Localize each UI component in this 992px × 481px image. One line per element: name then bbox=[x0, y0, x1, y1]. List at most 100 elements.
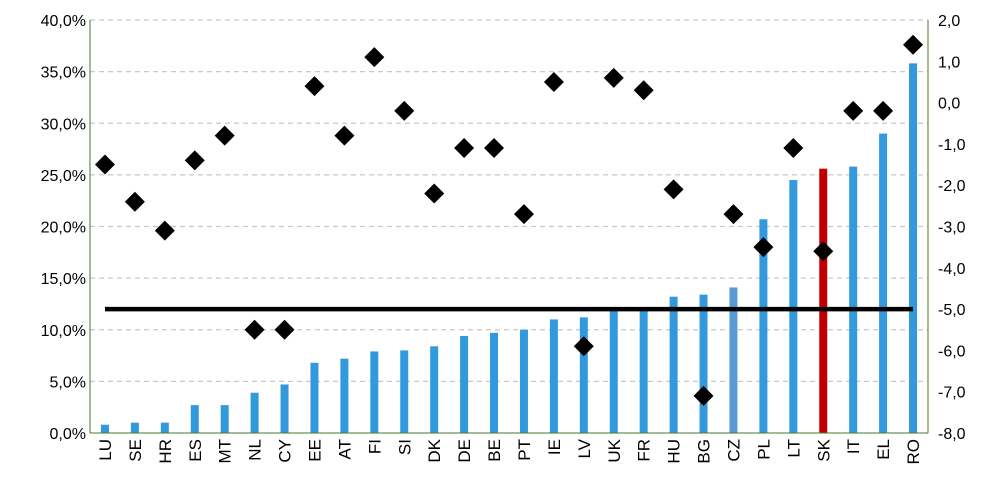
bar-se bbox=[130, 422, 139, 433]
category-label-uk: UK bbox=[605, 438, 624, 462]
category-label-se: SE bbox=[126, 439, 145, 462]
left-tick-label: 10,0% bbox=[41, 323, 86, 340]
marker-se bbox=[124, 191, 145, 212]
bar-dk bbox=[430, 346, 439, 433]
bar-lu bbox=[100, 424, 109, 433]
bar-lt bbox=[789, 180, 798, 433]
scatter-series bbox=[94, 34, 924, 406]
bar-pt bbox=[519, 329, 528, 433]
right-tick-label: -1,0 bbox=[938, 137, 966, 154]
marker-pt bbox=[513, 204, 534, 225]
marker-ie bbox=[543, 71, 564, 92]
category-label-si: SI bbox=[395, 439, 414, 455]
category-label-ie: IE bbox=[545, 439, 564, 455]
right-tick-label: -2,0 bbox=[938, 178, 966, 195]
marker-cy bbox=[274, 319, 295, 340]
category-label-fi: FI bbox=[365, 439, 384, 454]
bar-cy bbox=[280, 384, 289, 433]
left-tick-label: 30,0% bbox=[41, 116, 86, 133]
bar-cz bbox=[729, 287, 738, 433]
category-label-lv: LV bbox=[575, 438, 594, 458]
bar-hu bbox=[669, 296, 678, 433]
category-label-it: IT bbox=[844, 439, 863, 454]
bar-lv bbox=[579, 317, 588, 433]
category-label-pl: PL bbox=[754, 439, 773, 460]
bar-mt bbox=[220, 405, 229, 433]
bar-ro bbox=[909, 63, 918, 434]
category-label-ro: RO bbox=[904, 439, 923, 465]
right-tick-label: -6,0 bbox=[938, 343, 966, 360]
category-label-be: BE bbox=[485, 439, 504, 462]
left-tick-label: 15,0% bbox=[41, 271, 86, 288]
left-tick-label: 40,0% bbox=[41, 13, 86, 30]
marker-at bbox=[334, 125, 355, 146]
marker-si bbox=[394, 100, 415, 121]
category-label-es: ES bbox=[186, 439, 205, 462]
marker-it bbox=[843, 100, 864, 121]
marker-fr bbox=[633, 80, 654, 101]
marker-ro bbox=[903, 34, 924, 55]
right-tick-label: -4,0 bbox=[938, 261, 966, 278]
bar-it bbox=[849, 166, 858, 434]
right-tick-label: 2,0 bbox=[938, 13, 960, 30]
bar-uk bbox=[609, 310, 618, 433]
category-label-hu: HU bbox=[665, 439, 684, 464]
bar-ie bbox=[549, 319, 558, 433]
marker-lv bbox=[573, 336, 594, 357]
marker-bg bbox=[693, 385, 714, 406]
category-label-de: DE bbox=[455, 439, 474, 463]
category-label-cz: CZ bbox=[724, 439, 743, 462]
category-label-pt: PT bbox=[515, 439, 534, 461]
bar-ee bbox=[310, 362, 319, 433]
bar-series bbox=[100, 63, 918, 434]
left-tick-label: 25,0% bbox=[41, 168, 86, 185]
right-tick-label: -3,0 bbox=[938, 220, 966, 237]
bar-el bbox=[879, 133, 888, 433]
bar-si bbox=[400, 350, 409, 433]
bar-be bbox=[490, 332, 499, 433]
bar-hr bbox=[160, 422, 169, 433]
category-label-lt: LT bbox=[784, 439, 803, 458]
bar-nl bbox=[250, 392, 259, 433]
right-tick-label: 0,0 bbox=[938, 96, 960, 113]
marker-dk bbox=[424, 183, 445, 204]
category-label-sk: SK bbox=[814, 438, 833, 461]
marker-cz bbox=[723, 204, 744, 225]
bar-fr bbox=[639, 307, 648, 433]
right-tick-label: 1,0 bbox=[938, 54, 960, 71]
marker-el bbox=[873, 100, 894, 121]
marker-ee bbox=[304, 76, 325, 97]
left-tick-label: 0,0% bbox=[50, 426, 86, 443]
category-label-lu: LU bbox=[96, 439, 115, 461]
left-axis-ticks: 0,0% 5,0% 10,0% 15,0% 20,0% 25,0% 30,0% 35,0% 40… bbox=[41, 13, 86, 443]
marker-hr bbox=[154, 220, 175, 241]
category-labels: LU SE HR ES MT NL CY EE AT FI SI DK DE BE PT IE LV UK FR HU… bbox=[96, 438, 923, 464]
marker-hu bbox=[663, 179, 684, 200]
category-label-at: AT bbox=[335, 439, 354, 459]
left-tick-label: 35,0% bbox=[41, 65, 86, 82]
marker-nl bbox=[244, 319, 265, 340]
bar-pl bbox=[759, 219, 768, 433]
bar-es bbox=[190, 405, 199, 433]
axes bbox=[89, 20, 929, 434]
category-label-mt: MT bbox=[216, 439, 235, 464]
left-tick-label: 20,0% bbox=[41, 220, 86, 237]
bar-fi bbox=[370, 351, 379, 433]
category-label-el: EL bbox=[874, 439, 893, 460]
bar-bg bbox=[699, 294, 708, 433]
marker-sk bbox=[813, 241, 834, 262]
category-label-dk: DK bbox=[425, 438, 444, 462]
category-label-fr: FR bbox=[635, 439, 654, 462]
right-tick-label: -8,0 bbox=[938, 426, 966, 443]
marker-be bbox=[484, 138, 505, 159]
bar-de bbox=[460, 335, 469, 433]
marker-mt bbox=[214, 125, 235, 146]
bar-at bbox=[340, 358, 349, 433]
right-tick-label: -7,0 bbox=[938, 385, 966, 402]
marker-fi bbox=[364, 47, 385, 68]
right-tick-label: -5,0 bbox=[938, 302, 966, 319]
category-label-cy: CY bbox=[276, 439, 295, 463]
left-tick-label: 5,0% bbox=[50, 374, 86, 391]
grid-lines bbox=[90, 19, 928, 382]
